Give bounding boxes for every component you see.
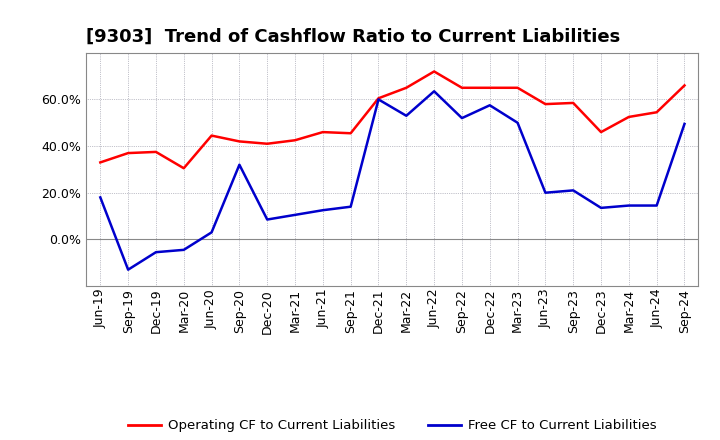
Free CF to Current Liabilities [597,205,606,210]
Free CF to Current Liabilities [569,188,577,193]
Operating CF to Current Liabilities [430,69,438,74]
Operating CF to Current Liabilities [291,138,300,143]
Free CF to Current Liabilities [513,120,522,125]
Operating CF to Current Liabilities [569,100,577,106]
Operating CF to Current Liabilities [374,95,383,101]
Free CF to Current Liabilities [458,115,467,121]
Operating CF to Current Liabilities [124,150,132,156]
Operating CF to Current Liabilities [402,85,410,91]
Operating CF to Current Liabilities [346,131,355,136]
Free CF to Current Liabilities [263,217,271,222]
Free CF to Current Liabilities [624,203,633,208]
Operating CF to Current Liabilities [235,139,243,144]
Operating CF to Current Liabilities [652,110,661,115]
Operating CF to Current Liabilities [152,149,161,154]
Text: [9303]  Trend of Cashflow Ratio to Current Liabilities: [9303] Trend of Cashflow Ratio to Curren… [86,28,621,46]
Operating CF to Current Liabilities [179,165,188,171]
Free CF to Current Liabilities [541,190,550,195]
Free CF to Current Liabilities [124,267,132,272]
Free CF to Current Liabilities [291,212,300,217]
Operating CF to Current Liabilities [680,83,689,88]
Operating CF to Current Liabilities [485,85,494,91]
Free CF to Current Liabilities [346,204,355,209]
Line: Free CF to Current Liabilities: Free CF to Current Liabilities [100,91,685,270]
Operating CF to Current Liabilities [624,114,633,120]
Free CF to Current Liabilities [318,208,327,213]
Free CF to Current Liabilities [402,113,410,118]
Free CF to Current Liabilities [179,247,188,253]
Free CF to Current Liabilities [485,103,494,108]
Operating CF to Current Liabilities [207,133,216,138]
Operating CF to Current Liabilities [96,160,104,165]
Operating CF to Current Liabilities [458,85,467,91]
Free CF to Current Liabilities [680,121,689,127]
Free CF to Current Liabilities [430,88,438,94]
Operating CF to Current Liabilities [318,129,327,135]
Line: Operating CF to Current Liabilities: Operating CF to Current Liabilities [100,71,685,168]
Operating CF to Current Liabilities [263,141,271,147]
Legend: Operating CF to Current Liabilities, Free CF to Current Liabilities: Operating CF to Current Liabilities, Fre… [123,414,662,437]
Operating CF to Current Liabilities [597,129,606,135]
Operating CF to Current Liabilities [513,85,522,91]
Free CF to Current Liabilities [652,203,661,208]
Free CF to Current Liabilities [96,195,104,200]
Free CF to Current Liabilities [374,97,383,102]
Free CF to Current Liabilities [235,162,243,167]
Free CF to Current Liabilities [152,249,161,255]
Free CF to Current Liabilities [207,230,216,235]
Operating CF to Current Liabilities [541,102,550,107]
